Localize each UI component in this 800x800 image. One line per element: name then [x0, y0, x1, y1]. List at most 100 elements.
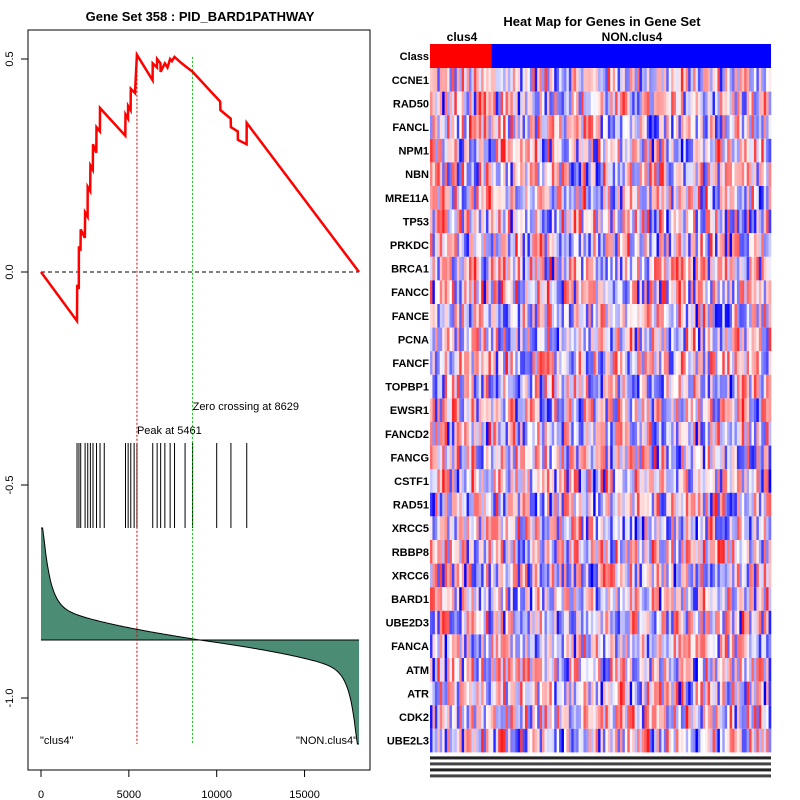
heatmap-cell: [695, 162, 699, 186]
heatmap-cell: [710, 91, 713, 116]
heatmap-cell: [488, 91, 492, 116]
heatmap-cell: [576, 681, 579, 706]
heatmap-cell: [654, 563, 657, 588]
heatmap-cell: [685, 327, 689, 352]
heatmap-cell: [763, 634, 767, 658]
heatmap-cell: [627, 705, 631, 729]
heatmap-cell: [680, 351, 684, 375]
heatmap-cell: [456, 256, 460, 281]
heatmap-cell: [717, 516, 721, 540]
heatmap-cell: [554, 280, 557, 304]
heatmap-cell: [493, 705, 497, 729]
heatmap-cell: [534, 681, 538, 706]
heatmap-cell: [736, 610, 740, 635]
heatmap-cell: [741, 516, 745, 540]
heatmap-cell: [683, 91, 687, 116]
heatmap-cell: [432, 540, 436, 564]
heatmap-cell: [537, 374, 540, 399]
heatmap-cell: [717, 705, 721, 729]
x-tick-label: 10000: [201, 789, 232, 800]
heatmap-cell: [505, 115, 509, 139]
heatmap-cell: [656, 492, 660, 517]
heatmap-cell: [549, 587, 553, 611]
heatmap-cell: [527, 91, 531, 116]
heatmap-cell: [478, 304, 482, 328]
heatmap-cell: [651, 658, 655, 682]
heatmap-cell: [761, 374, 764, 399]
heatmap-row: [430, 563, 772, 588]
gene-label: RAD51: [393, 500, 429, 512]
heatmap-cell: [524, 516, 528, 540]
heatmap-cell: [468, 280, 472, 304]
heatmap-cell: [459, 162, 462, 186]
heatmap-cell: [459, 91, 462, 116]
heatmap-cell: [712, 728, 716, 753]
heatmap-cell: [473, 327, 477, 352]
heatmap-cell: [712, 445, 716, 470]
heatmap-cell: [473, 634, 477, 658]
heatmap-cell: [724, 398, 728, 422]
heatmap-cell: [649, 705, 652, 729]
heatmap-cell: [439, 115, 443, 139]
heatmap-cell: [573, 327, 577, 352]
heatmap-cell: [663, 610, 667, 635]
heatmap-cell: [707, 422, 711, 446]
heatmap-cell: [627, 233, 631, 257]
heatmap-cell: [637, 492, 640, 517]
heatmap-cell: [481, 563, 484, 588]
heatmap-cell: [549, 162, 553, 186]
heatmap-cell: [690, 91, 694, 116]
heatmap-cell: [741, 68, 745, 92]
heatmap-cell: [598, 209, 601, 234]
heatmap-cell: [578, 658, 582, 682]
heatmap-cell: [612, 681, 616, 706]
heatmap-cell: [471, 351, 475, 375]
heatmap-cell: [763, 138, 767, 163]
heatmap-cell: [661, 563, 665, 588]
heatmap-cell: [632, 186, 635, 210]
heatmap-cell: [430, 162, 433, 186]
heatmap-cell: [554, 209, 557, 234]
heatmap-cell: [585, 469, 589, 493]
heatmap-cell: [573, 138, 577, 163]
heatmap-cell: [534, 445, 538, 470]
heatmap-cell: [746, 374, 750, 399]
heatmap-cell: [481, 351, 484, 375]
heatmap-cell: [556, 162, 560, 186]
heatmap-cell: [610, 705, 613, 729]
heatmap-cell: [646, 256, 650, 281]
heatmap-cell: [724, 634, 728, 658]
heatmap-cell: [473, 398, 477, 422]
heatmap-cell: [617, 280, 621, 304]
heatmap-cell: [578, 138, 582, 163]
heatmap-cell: [688, 186, 691, 210]
heatmap-cell: [498, 610, 501, 635]
heatmap-cell: [722, 516, 726, 540]
heatmap-cell: [544, 91, 548, 116]
heatmap-cell: [503, 256, 506, 281]
heatmap-cell: [503, 186, 506, 210]
heatmap-cell: [583, 634, 587, 658]
heatmap-cell: [753, 186, 757, 210]
heatmap-cell: [437, 469, 441, 493]
heatmap-cell: [527, 634, 531, 658]
heatmap-cell: [661, 304, 665, 328]
heatmap-cell: [741, 445, 745, 470]
heatmap-cell: [732, 422, 735, 446]
heatmap-cell: [529, 422, 533, 446]
heatmap-cell: [710, 209, 713, 234]
heatmap-cell: [563, 516, 567, 540]
heatmap-cell: [602, 209, 606, 234]
heatmap-cell: [524, 705, 528, 729]
heatmap-cell: [464, 634, 467, 658]
heatmap-cell: [471, 280, 475, 304]
heatmap-cell: [690, 115, 694, 139]
heatmap-cell: [507, 280, 511, 304]
heatmap-cell: [464, 492, 467, 517]
heatmap-cell: [583, 658, 587, 682]
heatmap-cell: [656, 186, 660, 210]
heatmap-cell: [561, 469, 565, 493]
heatmap-cell: [481, 516, 484, 540]
heatmap-cell: [434, 422, 438, 446]
heatmap-cell: [612, 233, 616, 257]
